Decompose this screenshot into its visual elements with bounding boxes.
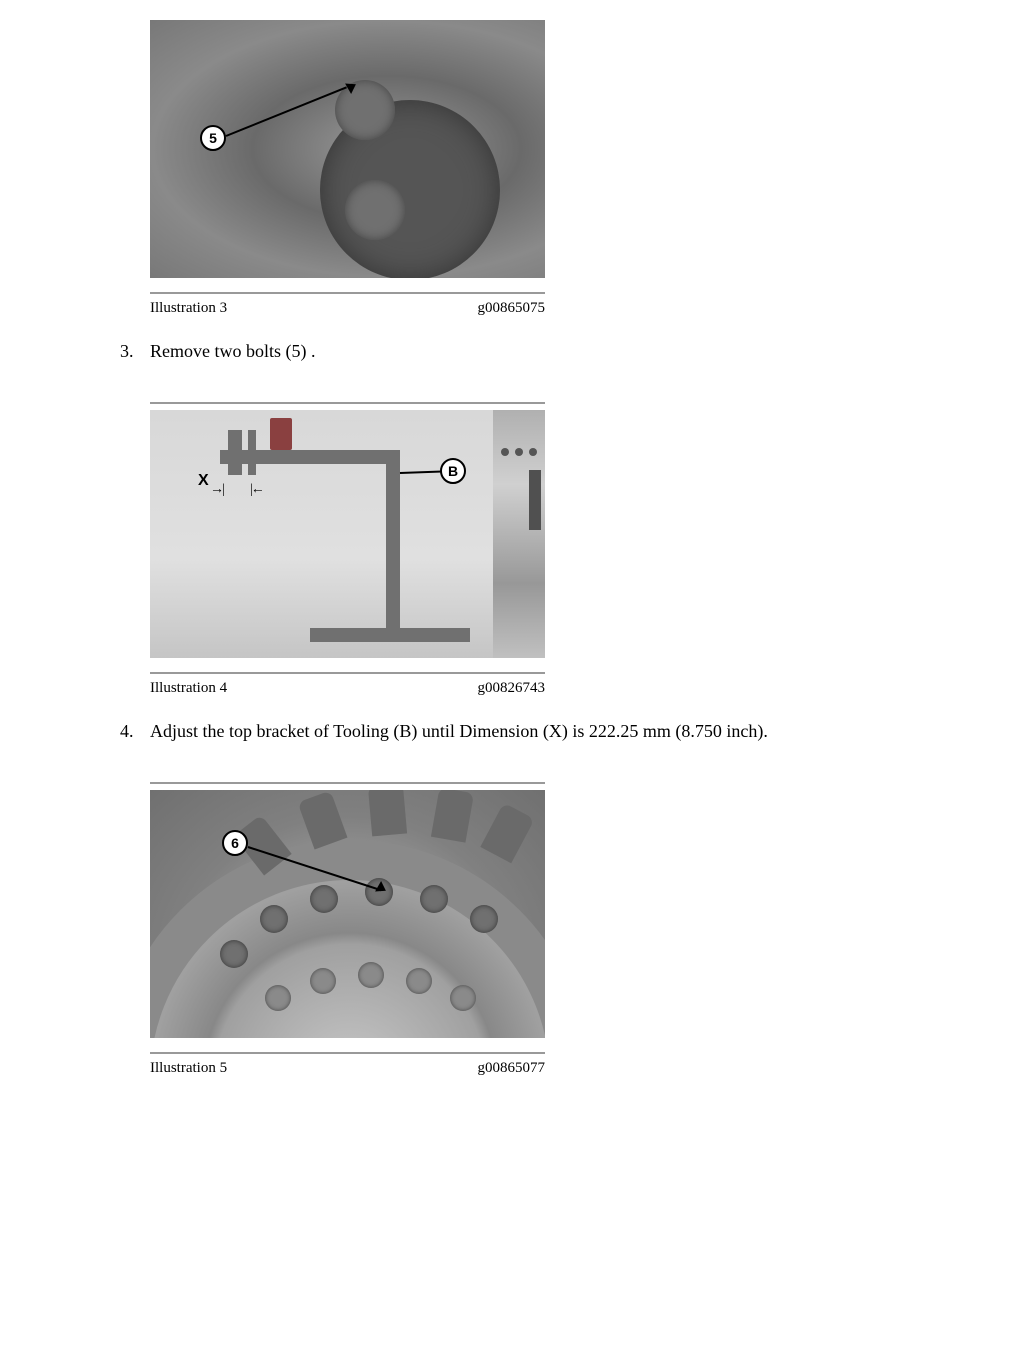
callout-b: B bbox=[440, 458, 466, 484]
figure-3-code: g00865075 bbox=[478, 300, 546, 317]
figure-5-divider-bottom bbox=[150, 1052, 545, 1054]
step-4-text: Adjust the top bracket of Tooling (B) un… bbox=[150, 721, 924, 742]
callout-6: 6 bbox=[222, 830, 248, 856]
figure-5-caption: Illustration 5 g00865077 bbox=[150, 1060, 545, 1077]
callout-6-label: 6 bbox=[231, 835, 239, 851]
step-4-num: 4. bbox=[120, 721, 150, 742]
figure-5-block: 6 Illustration 5 g00865077 bbox=[150, 782, 924, 1077]
figure-5-divider-top bbox=[150, 782, 545, 784]
figure-3-divider bbox=[150, 292, 545, 294]
figure-3-caption: Illustration 3 g00865075 bbox=[150, 300, 545, 317]
figure-4-divider-top bbox=[150, 402, 545, 404]
step-3-text: Remove two bolts (5) . bbox=[150, 341, 924, 362]
figure-5-label: Illustration 5 bbox=[150, 1060, 227, 1077]
figure-4-image: X →| |← B bbox=[150, 410, 545, 658]
figure-3-label: Illustration 3 bbox=[150, 300, 227, 317]
figure-5-image: 6 bbox=[150, 790, 545, 1038]
figure-5-code: g00865077 bbox=[478, 1060, 546, 1077]
figure-4-code: g00826743 bbox=[478, 680, 546, 697]
step-3: 3. Remove two bolts (5) . bbox=[120, 341, 924, 362]
callout-x: X bbox=[198, 472, 209, 490]
callout-b-label: B bbox=[448, 463, 458, 479]
figure-3-image: 5 bbox=[150, 20, 545, 278]
callout-5-line bbox=[226, 86, 347, 137]
step-3-num: 3. bbox=[120, 341, 150, 362]
figure-4-divider-bottom bbox=[150, 672, 545, 674]
step-4: 4. Adjust the top bracket of Tooling (B)… bbox=[120, 721, 924, 742]
figure-4-block: X →| |← B Illustration 4 g00826743 bbox=[150, 402, 924, 697]
figure-3-block: 5 Illustration 3 g00865075 bbox=[150, 20, 924, 317]
figure-4-caption: Illustration 4 g00826743 bbox=[150, 680, 545, 697]
figure-4-label: Illustration 4 bbox=[150, 680, 227, 697]
callout-b-line bbox=[400, 471, 442, 474]
callout-5-label: 5 bbox=[209, 130, 217, 146]
callout-5: 5 bbox=[200, 125, 226, 151]
